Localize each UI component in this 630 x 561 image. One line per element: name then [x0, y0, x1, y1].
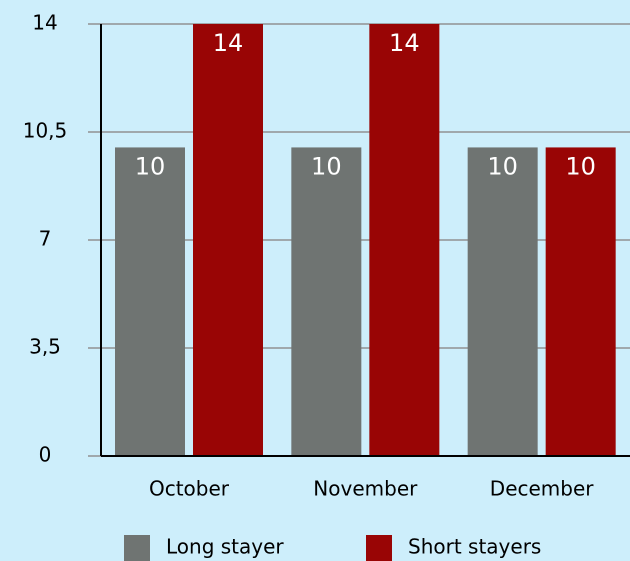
bar — [291, 147, 362, 456]
legend-label: Short stayers — [408, 535, 541, 559]
x-tick-label: November — [313, 477, 418, 501]
bar — [545, 147, 616, 456]
bar — [369, 24, 440, 456]
bar — [115, 147, 185, 456]
value-label: 10 — [311, 152, 342, 180]
y-tick-label: 3,5 — [29, 335, 61, 359]
value-label: 10 — [565, 152, 596, 180]
value-label: 14 — [389, 29, 420, 57]
value-label: 14 — [213, 29, 244, 57]
legend-label: Long stayer — [166, 535, 284, 559]
x-tick-label: October — [149, 477, 230, 501]
value-label: 10 — [135, 152, 166, 180]
legend-swatch — [366, 535, 392, 561]
x-tick-label: December — [490, 477, 594, 501]
y-tick-label: 7 — [39, 227, 52, 251]
y-tick-label: 14 — [32, 11, 57, 35]
y-tick-label: 10,5 — [23, 119, 68, 143]
y-tick-label: 0 — [39, 443, 52, 467]
value-label: 10 — [487, 152, 518, 180]
bar — [467, 147, 538, 456]
legend-swatch — [124, 535, 150, 561]
bar — [193, 24, 263, 456]
